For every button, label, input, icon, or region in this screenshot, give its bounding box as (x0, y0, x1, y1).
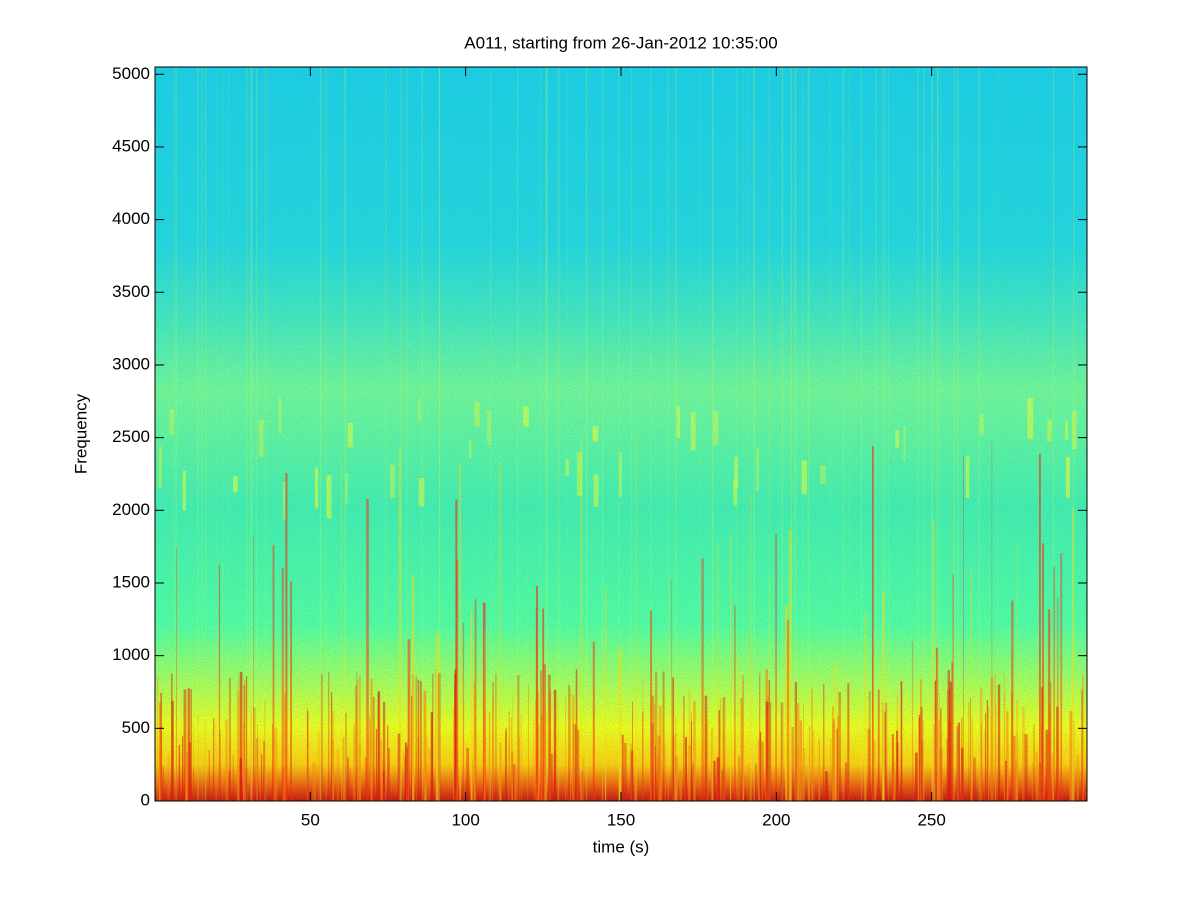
y-tick-label: 1500 (112, 572, 150, 591)
chart-title: A011, starting from 26-Jan-2012 10:35:00 (464, 33, 777, 52)
x-tick-label: 200 (762, 810, 790, 829)
y-tick-label: 0 (141, 790, 150, 809)
y-tick-label: 500 (122, 718, 150, 737)
y-tick-label: 4000 (112, 209, 150, 228)
x-tick-label: 100 (451, 810, 479, 829)
y-axis-label: Frequency (71, 393, 90, 474)
y-tick-label: 3500 (112, 282, 150, 301)
spectrogram-image (155, 67, 1087, 801)
texture-speckle (155, 67, 1087, 801)
y-tick-label: 2500 (112, 427, 150, 446)
y-tick-label: 4500 (112, 136, 150, 155)
x-axis-label: time (s) (593, 837, 650, 856)
x-tick-label: 150 (607, 810, 635, 829)
y-tick-label: 1000 (112, 645, 150, 664)
y-tick-label: 3000 (112, 354, 150, 373)
y-tick-label: 2000 (112, 500, 150, 519)
x-tick-label: 250 (917, 810, 945, 829)
x-tick-label: 50 (301, 810, 320, 829)
y-tick-label: 5000 (112, 64, 150, 83)
